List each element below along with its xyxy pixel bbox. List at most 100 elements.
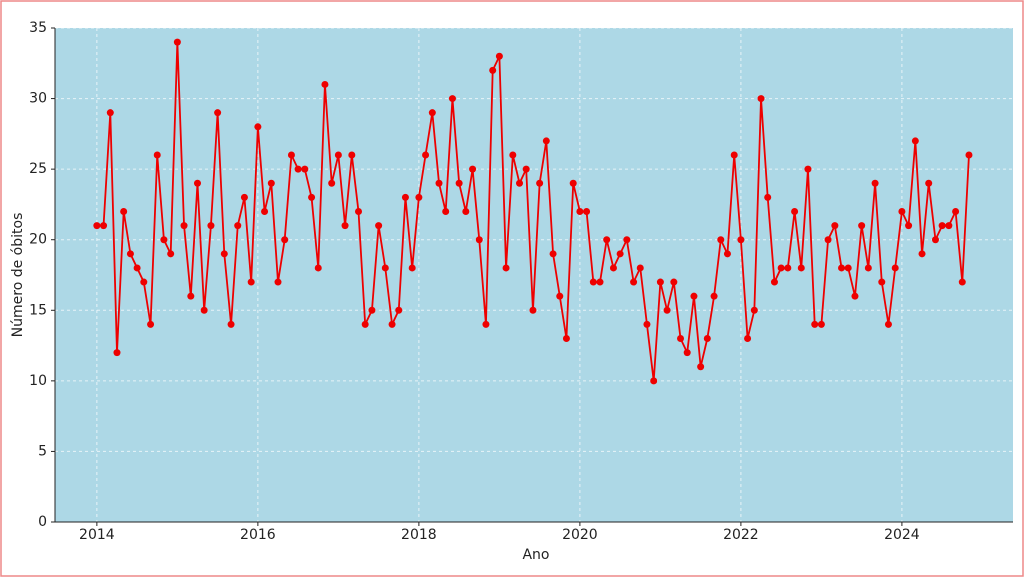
point <box>811 320 819 328</box>
x-tick-label: 2018 <box>401 527 437 543</box>
point <box>549 250 557 258</box>
point <box>227 320 235 328</box>
point <box>663 306 671 314</box>
point <box>791 207 799 215</box>
point <box>677 335 685 343</box>
point <box>844 264 852 272</box>
point <box>509 151 517 159</box>
x-tick-label: 2024 <box>884 527 920 543</box>
point <box>952 207 960 215</box>
point <box>495 52 503 60</box>
point <box>931 236 939 244</box>
point <box>878 278 886 286</box>
point <box>569 179 577 187</box>
x-tick-label: 2014 <box>79 527 115 543</box>
point <box>683 349 691 357</box>
point <box>710 292 718 300</box>
point <box>556 292 564 300</box>
point <box>126 250 134 258</box>
point <box>703 335 711 343</box>
point <box>287 151 295 159</box>
point <box>650 377 658 385</box>
point <box>314 264 322 272</box>
point <box>824 236 832 244</box>
point <box>261 207 269 215</box>
point <box>395 306 403 314</box>
point <box>187 292 195 300</box>
point <box>482 320 490 328</box>
x-tick-label: 2022 <box>723 527 759 543</box>
point <box>281 236 289 244</box>
point <box>267 179 275 187</box>
point <box>589 278 597 286</box>
y-tick-label: 20 <box>29 232 47 248</box>
x-axis-label: Ano <box>522 547 549 563</box>
point <box>583 207 591 215</box>
point <box>120 207 128 215</box>
point <box>938 222 946 230</box>
point <box>636 264 644 272</box>
point <box>690 292 698 300</box>
point <box>723 250 731 258</box>
y-axis-label: Número de óbitos <box>10 213 26 338</box>
point <box>133 264 141 272</box>
point <box>764 193 772 201</box>
point <box>401 193 409 201</box>
point <box>717 236 725 244</box>
point <box>381 264 389 272</box>
point <box>415 193 423 201</box>
point <box>884 320 892 328</box>
y-tick-label: 30 <box>29 91 47 107</box>
point <box>797 264 805 272</box>
point <box>616 250 624 258</box>
point <box>448 95 456 103</box>
point <box>596 278 604 286</box>
point <box>529 306 537 314</box>
point <box>562 335 570 343</box>
point <box>328 179 336 187</box>
point <box>603 236 611 244</box>
point <box>301 165 309 173</box>
point <box>489 66 497 74</box>
point <box>334 151 342 159</box>
point <box>905 222 913 230</box>
y-tick-label: 0 <box>38 514 47 530</box>
point <box>180 222 188 230</box>
point <box>428 109 436 117</box>
point <box>804 165 812 173</box>
point <box>455 179 463 187</box>
point <box>361 320 369 328</box>
point <box>898 207 906 215</box>
point <box>475 236 483 244</box>
point <box>576 207 584 215</box>
point <box>435 179 443 187</box>
point <box>93 222 101 230</box>
point <box>160 236 168 244</box>
point <box>167 250 175 258</box>
point <box>958 278 966 286</box>
point <box>851 292 859 300</box>
point <box>348 151 356 159</box>
point <box>308 193 316 201</box>
point <box>240 193 248 201</box>
point <box>173 38 181 46</box>
point <box>462 207 470 215</box>
point <box>750 306 758 314</box>
point <box>442 207 450 215</box>
point <box>630 278 638 286</box>
point <box>368 306 376 314</box>
point <box>542 137 550 145</box>
point <box>502 264 510 272</box>
point <box>153 151 161 159</box>
point <box>697 363 705 371</box>
point <box>670 278 678 286</box>
point <box>871 179 879 187</box>
point <box>516 179 524 187</box>
point <box>193 179 201 187</box>
point <box>294 165 302 173</box>
point <box>623 236 631 244</box>
y-tick-label: 15 <box>29 302 47 318</box>
point <box>214 109 222 117</box>
y-tick-label: 10 <box>29 373 47 389</box>
